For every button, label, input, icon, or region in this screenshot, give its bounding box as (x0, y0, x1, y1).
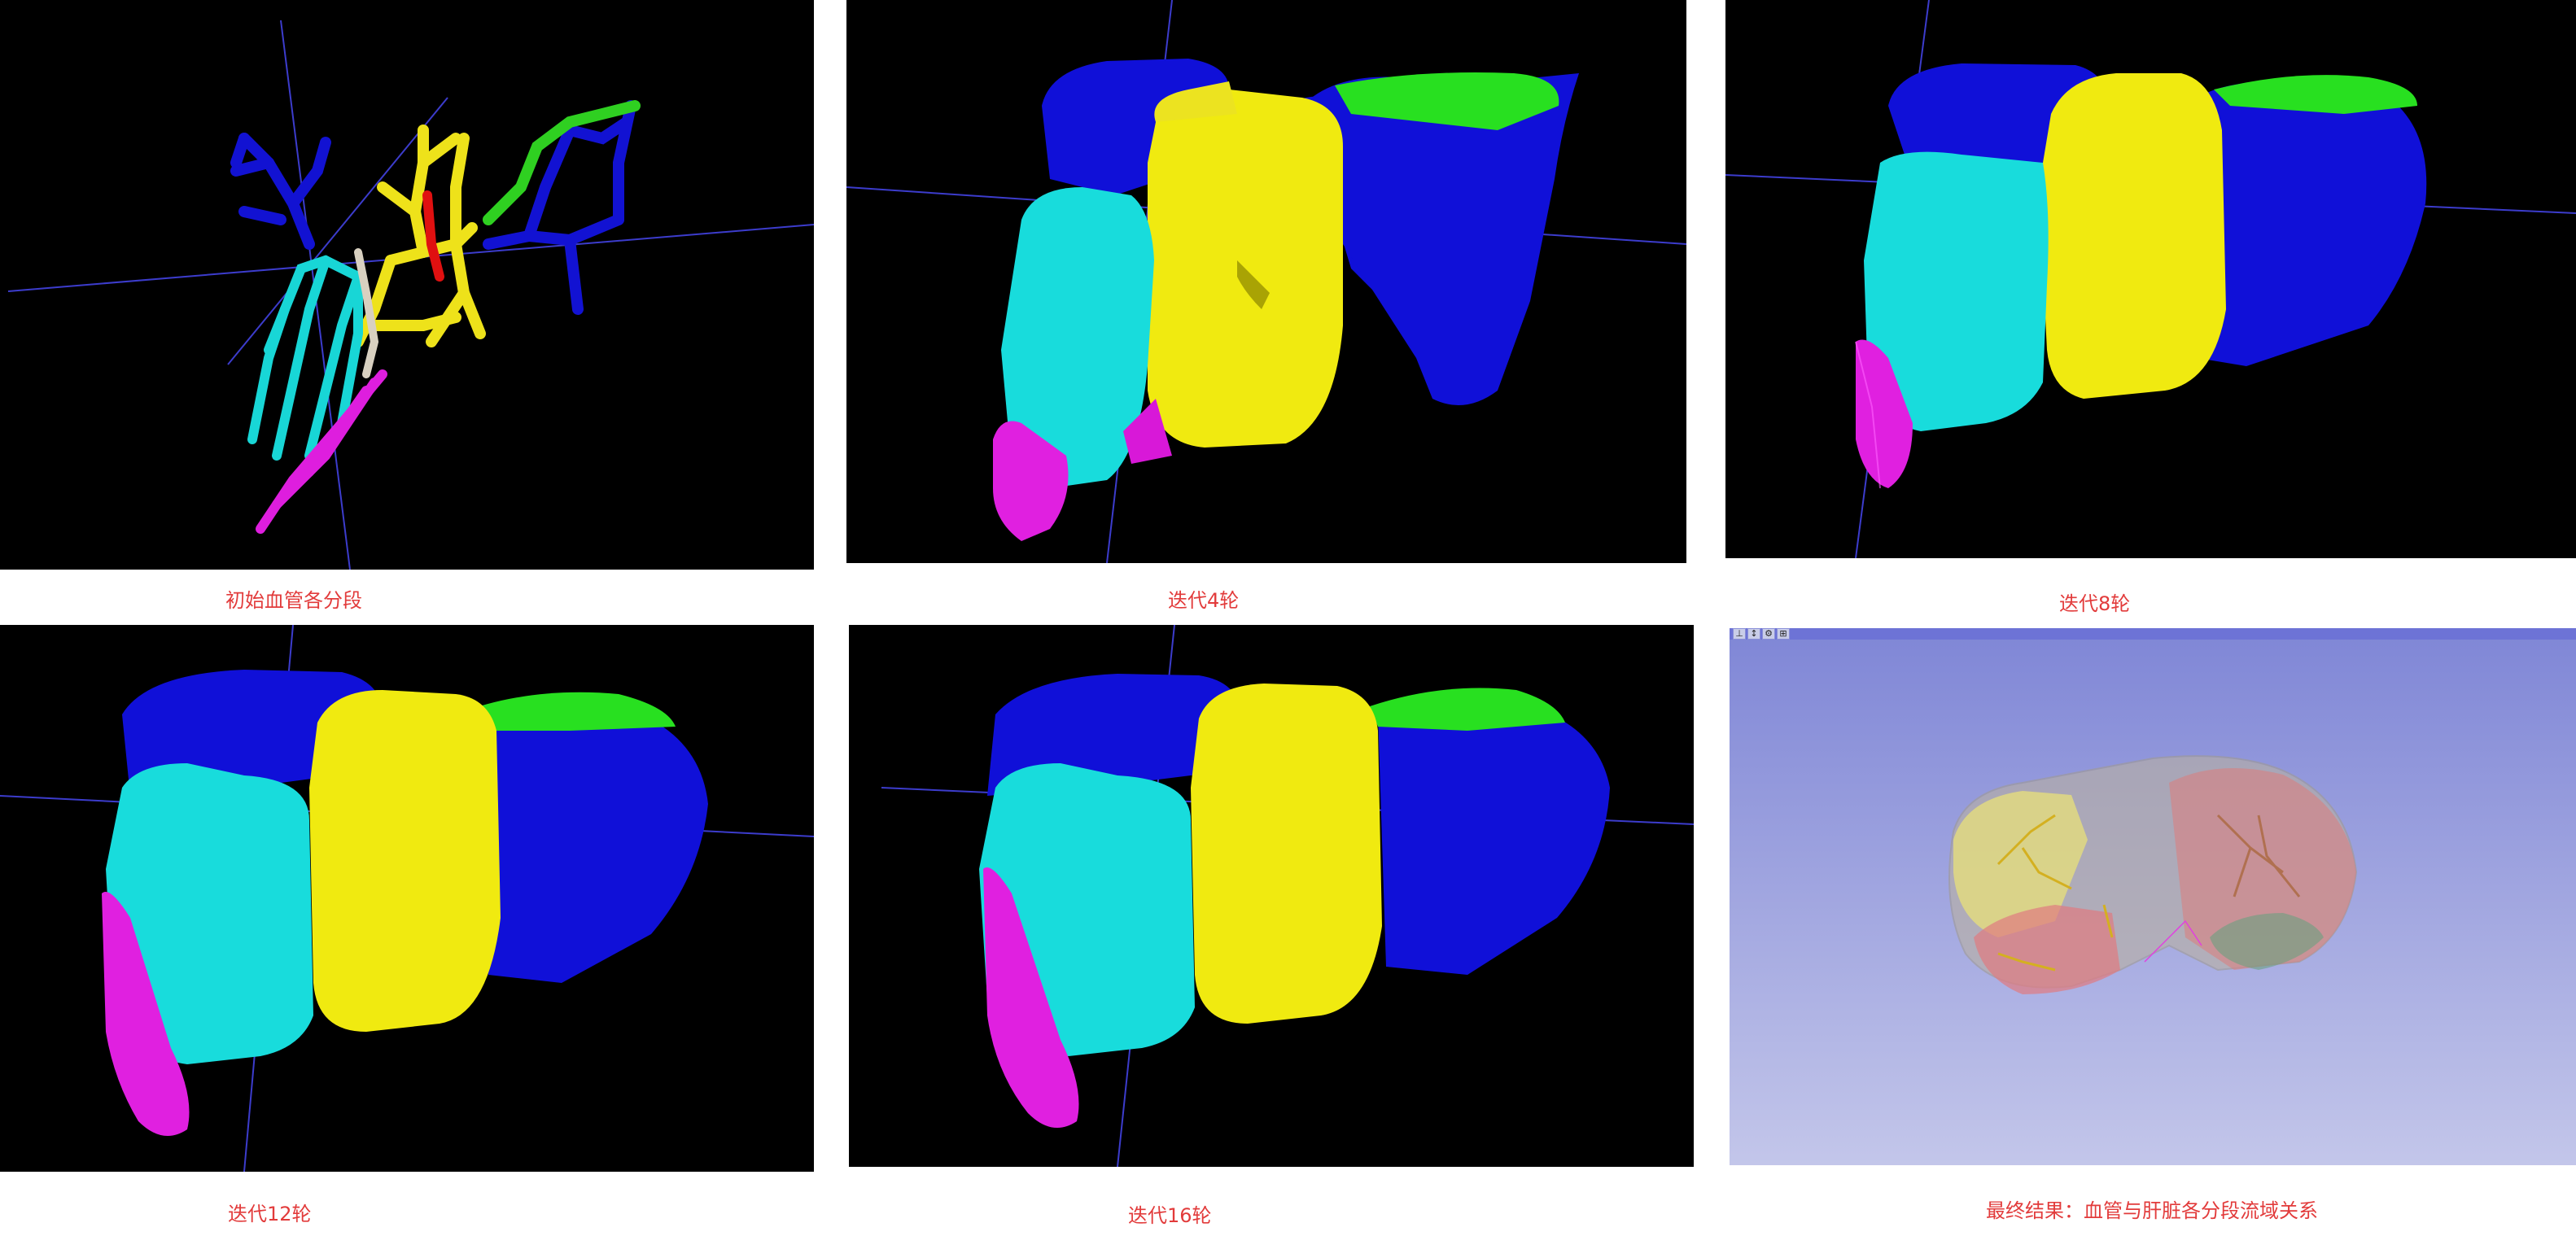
settings-icon[interactable]: ⚙ (1762, 628, 1775, 640)
panel-iteration-8 (1725, 0, 2576, 558)
liver-segments-render (881, 625, 1694, 1167)
layout-icon[interactable]: ⊞ (1777, 628, 1790, 640)
caption-iteration-12: 迭代12轮 (228, 1203, 312, 1225)
panel-final-result: ⊥ ↕ ⚙ ⊞ (1730, 628, 2576, 1165)
caption-initial: 初始血管各分段 (225, 589, 362, 612)
panel-iteration-12 (0, 625, 814, 1172)
panel-iteration-4 (846, 0, 1686, 563)
vessel-tree-render (7, 20, 814, 570)
caption-iteration-16: 迭代16轮 (1128, 1204, 1212, 1227)
pin-icon[interactable]: ⊥ (1733, 628, 1746, 640)
liver-segments-render (1725, 0, 2576, 558)
caption-iteration-8: 迭代8轮 (2059, 592, 2131, 615)
panel-iteration-16 (849, 625, 1694, 1167)
liver-3d-overlay-render (1948, 755, 2358, 994)
liver-segments-render (846, 0, 1686, 563)
liver-segments-render (0, 625, 814, 1172)
caption-final-result: 最终结果：血管与肝脏各分段流域关系 (1986, 1199, 2318, 1222)
viewer-toolbar: ⊥ ↕ ⚙ ⊞ (1730, 628, 2576, 640)
caption-iteration-4: 迭代4轮 (1168, 589, 1240, 612)
maximize-icon[interactable]: ↕ (1747, 628, 1760, 640)
panel-initial-vessels (0, 0, 814, 570)
